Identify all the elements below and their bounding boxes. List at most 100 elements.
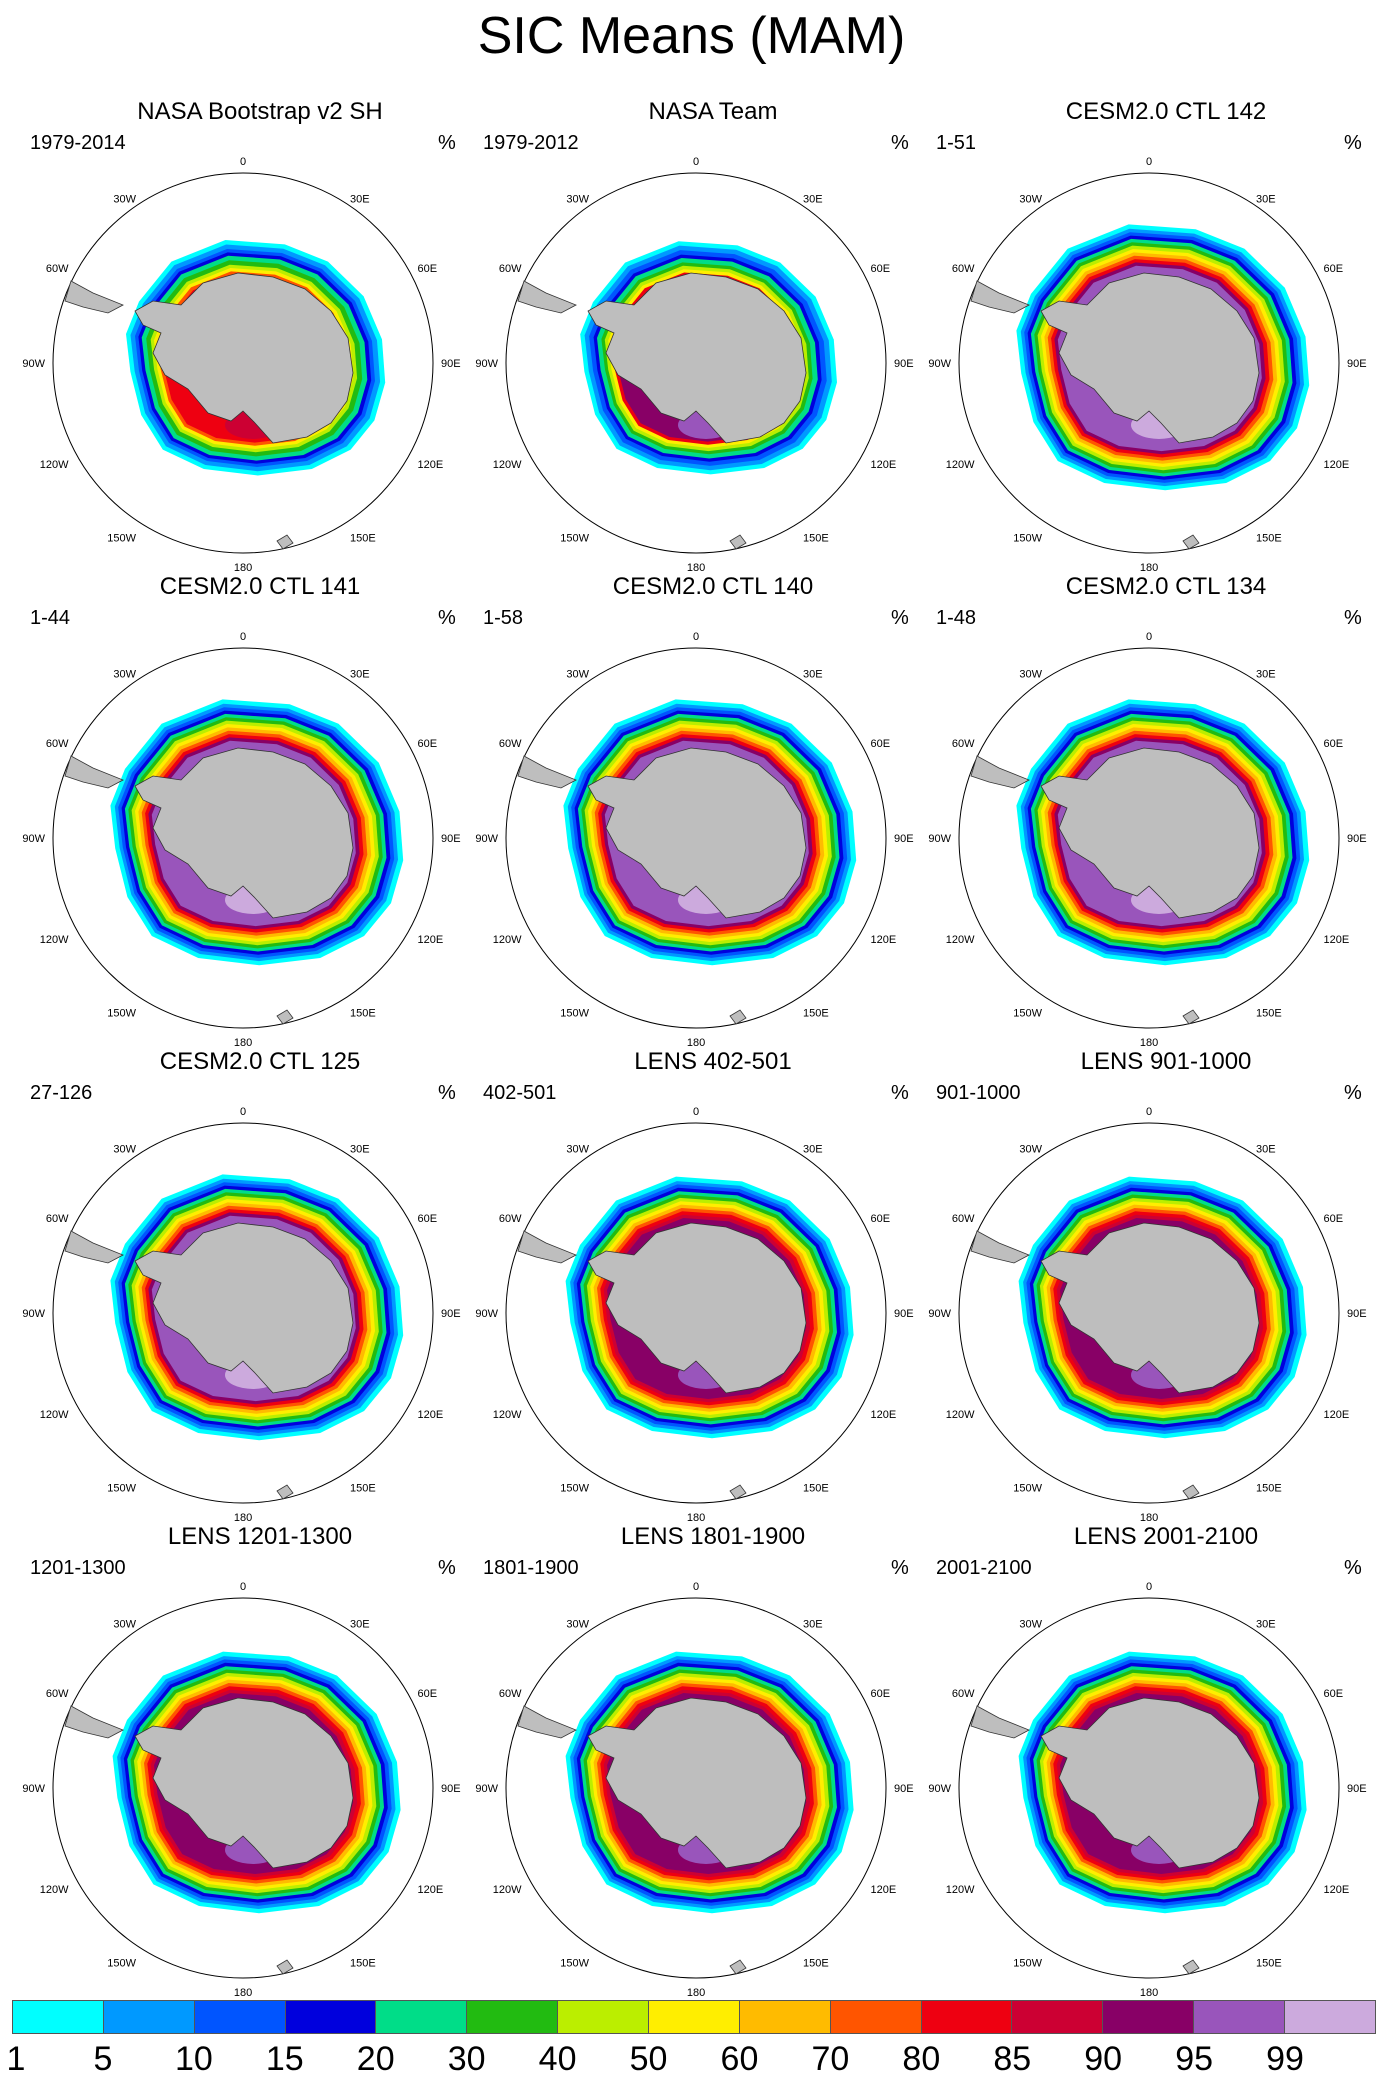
- longitude-label: 90W: [475, 358, 498, 370]
- longitude-label: 60W: [46, 263, 69, 275]
- longitude-label: 120E: [871, 1409, 897, 1421]
- longitude-label: 0: [240, 631, 246, 643]
- longitude-label: 0: [240, 1106, 246, 1118]
- longitude-label: 30E: [1256, 1619, 1276, 1631]
- panel-period: 1979-2014: [30, 132, 126, 154]
- map-panel: 0 30W 30E 60W 60E 90W 90E 120W 120E 150W 150E 180 LE…: [475, 1048, 943, 1524]
- longitude-label: 180: [234, 1512, 252, 1524]
- new-zealand-landmass: [729, 1959, 747, 1975]
- colorbar-tick-label: 85: [993, 2040, 1032, 2078]
- longitude-label: 30W: [566, 669, 589, 681]
- longitude-label: 90E: [894, 358, 914, 370]
- longitude-label: 90E: [1347, 1308, 1367, 1320]
- longitude-label: 150E: [803, 1483, 829, 1495]
- longitude-label: 90E: [894, 1308, 914, 1320]
- longitude-label: 150W: [107, 1958, 136, 1970]
- colorbar-labels: 1 5 10 15 20 30 40 50 60 70 80 85 90 95 99: [7, 2040, 1376, 2080]
- south-america-landmass: [517, 755, 577, 789]
- antarctica-landmass: [587, 1697, 807, 1869]
- longitude-label: 90E: [441, 833, 461, 845]
- longitude-label: 30E: [803, 1144, 823, 1156]
- longitude-label: 120E: [1324, 459, 1350, 471]
- figure-title: SIC Means (MAM): [477, 7, 906, 65]
- longitude-label: 120W: [946, 934, 975, 946]
- longitude-label: 150E: [1256, 533, 1282, 545]
- longitude-label: 120E: [1324, 1884, 1350, 1896]
- longitude-label: 120W: [40, 934, 69, 946]
- longitude-label: 90W: [928, 1783, 951, 1795]
- colorbar-swatch: [193, 2000, 285, 2034]
- new-zealand-landmass: [1182, 1009, 1200, 1025]
- colorbar-swatch: [375, 2000, 467, 2034]
- longitude-label: 90E: [1347, 358, 1367, 370]
- longitude-label: 90E: [1347, 833, 1367, 845]
- panel-period: 1-58: [483, 607, 524, 629]
- longitude-label: 120W: [493, 1409, 522, 1421]
- longitude-label: 150W: [107, 1008, 136, 1020]
- longitude-label: 60E: [418, 263, 438, 275]
- map-panel: 0 30W 30E 60W 60E 90W 90E 120W 120E 150W 150E 180 LE…: [22, 1523, 490, 1999]
- panel-period: 1-44: [30, 607, 71, 629]
- longitude-label: 120W: [946, 459, 975, 471]
- longitude-label: 60E: [1324, 263, 1344, 275]
- colorbar-tick-label: 10: [174, 2040, 213, 2078]
- new-zealand-landmass: [729, 1009, 747, 1025]
- colorbar-tick-label: 1: [6, 2040, 26, 2078]
- panel-title: LENS 1201-1300: [167, 1523, 353, 1550]
- longitude-label: 90W: [928, 1308, 951, 1320]
- antarctica-landmass: [1040, 1222, 1260, 1394]
- longitude-label: 150E: [350, 1958, 376, 1970]
- panel-period: 1979-2012: [483, 132, 579, 154]
- longitude-label: 0: [1146, 1106, 1152, 1118]
- polar-map: 0 30W 30E 60W 60E 90W 90E 120W 120E 150W 150E 180: [22, 1581, 461, 1999]
- polar-map: 0 30W 30E 60W 60E 90W 90E 120W 120E 150W 150E 180: [475, 156, 914, 574]
- panel-period: 27-126: [30, 1082, 93, 1104]
- longitude-label: 150W: [107, 1483, 136, 1495]
- longitude-label: 90W: [475, 1783, 498, 1795]
- longitude-label: 120E: [871, 459, 897, 471]
- map-panel: 0 30W 30E 60W 60E 90W 90E 120W 120E 150W 150E 180 CE…: [928, 573, 1383, 1049]
- longitude-label: 60E: [418, 1213, 438, 1225]
- south-america-landmass: [970, 755, 1030, 789]
- longitude-label: 0: [693, 631, 699, 643]
- colorbar-swatch: [12, 2000, 103, 2034]
- longitude-label: 30W: [566, 1619, 589, 1631]
- longitude-label: 180: [687, 1037, 705, 1049]
- polar-map: 0 30W 30E 60W 60E 90W 90E 120W 120E 150W 150E 180: [475, 631, 913, 1049]
- longitude-label: 150E: [350, 1483, 376, 1495]
- longitude-label: 90W: [22, 1783, 45, 1795]
- map-panel: 0 30W 30E 60W 60E 90W 90E 120W 120E 150W 150E 180 LE…: [928, 1048, 1383, 1524]
- longitude-label: 30E: [350, 669, 370, 681]
- longitude-label: 120W: [946, 1884, 975, 1896]
- panel-period: 1201-1300: [30, 1557, 126, 1579]
- panel-period: 402-501: [483, 1082, 557, 1104]
- longitude-label: 0: [693, 156, 699, 168]
- longitude-label: 60E: [1324, 1688, 1344, 1700]
- polar-map: 0 30W 30E 60W 60E 90W 90E 120W 120E 150W 150E 180: [928, 156, 1367, 574]
- panel-title: CESM2.0 CTL 134: [1065, 573, 1267, 600]
- panel-title: LENS 402-501: [634, 1048, 792, 1075]
- longitude-label: 120W: [40, 459, 69, 471]
- south-america-landmass: [64, 280, 124, 314]
- longitude-label: 120W: [946, 1409, 975, 1421]
- longitude-label: 90E: [441, 1783, 461, 1795]
- longitude-label: 180: [1140, 1987, 1158, 1999]
- new-zealand-landmass: [276, 1484, 294, 1500]
- south-america-landmass: [517, 1705, 577, 1739]
- longitude-label: 0: [1146, 1581, 1152, 1593]
- longitude-label: 150E: [350, 533, 376, 545]
- longitude-label: 120E: [418, 1884, 444, 1896]
- colorbar-tick-label: 99: [1266, 2040, 1304, 2078]
- longitude-label: 30E: [350, 1144, 370, 1156]
- longitude-label: 60W: [952, 1213, 975, 1225]
- south-america-landmass: [64, 1705, 124, 1739]
- longitude-label: 180: [234, 1987, 252, 1999]
- longitude-label: 90W: [475, 833, 498, 845]
- colorbar-swatch: [102, 2000, 194, 2034]
- antarctica-landmass: [134, 747, 354, 919]
- longitude-label: 60W: [952, 1688, 975, 1700]
- longitude-label: 120W: [493, 1884, 522, 1896]
- colorbar-tick-label: 15: [265, 2040, 304, 2078]
- panel-period: 2001-2100: [936, 1557, 1032, 1579]
- longitude-label: 60E: [418, 738, 438, 750]
